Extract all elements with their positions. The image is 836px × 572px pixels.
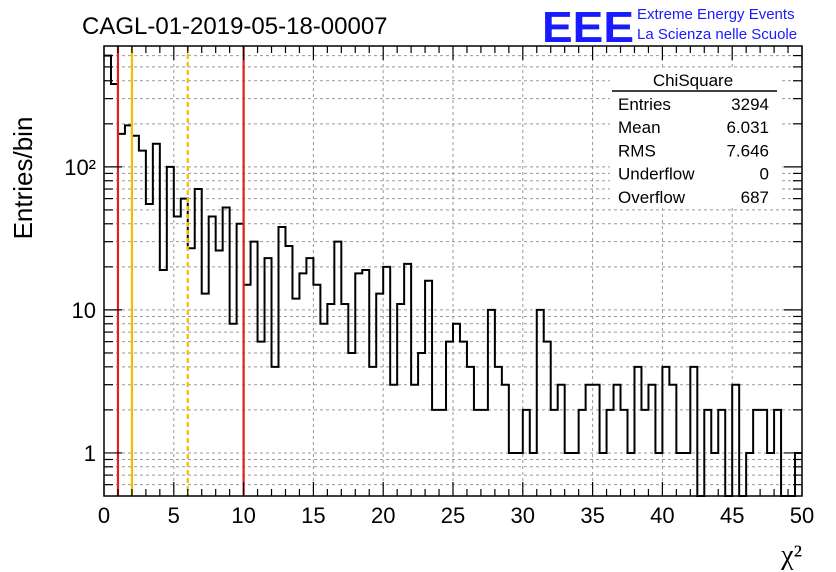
y-tick-label: 1	[84, 441, 96, 466]
x-tick-label: 30	[511, 503, 535, 528]
x-tick-label: 0	[98, 503, 110, 528]
x-tick-label: 20	[371, 503, 395, 528]
x-tick-label: 45	[720, 503, 744, 528]
eee-logo-line1: Extreme Energy Events	[637, 6, 795, 23]
x-tick-labels: 0 5 10 15 20 25 30 35 40 45 50	[98, 503, 814, 528]
histogram-line	[104, 54, 802, 497]
stats-box: ChiSquare Entries 3294 Mean 6.031 RMS 7.646 Un…	[610, 68, 780, 208]
x-tick-label: 40	[650, 503, 674, 528]
stats-row-label: Underflow	[618, 165, 695, 184]
grid	[104, 46, 802, 496]
plot-frame	[103, 45, 803, 497]
y-tick-label: 10	[72, 298, 96, 323]
stats-row-label: RMS	[618, 141, 656, 160]
reference-lines	[116, 46, 245, 496]
y-tick-label: 10²	[64, 155, 96, 180]
stats-box-title: ChiSquare	[653, 71, 733, 90]
stats-box-rows: Entries 3294 Mean 6.031 RMS 7.646 Underflow 0 Ov…	[618, 95, 769, 207]
stats-row-label: Overflow	[618, 188, 686, 207]
stats-row-value: 687	[741, 188, 769, 207]
stats-row-value: 3294	[731, 95, 769, 114]
histogram	[104, 54, 802, 497]
x-tick-label: 10	[231, 503, 255, 528]
eee-logo: EEE Extreme Energy Events La Scienza nel…	[542, 3, 797, 52]
x-tick-label: 25	[441, 503, 465, 528]
x-axis-label: χ²	[780, 540, 802, 571]
x-tick-label: 5	[168, 503, 180, 528]
x-tick-label: 50	[790, 503, 814, 528]
stats-row-value: 0	[760, 165, 769, 184]
x-tick-label: 15	[301, 503, 325, 528]
y-axis-label: Entries/bin	[8, 117, 38, 240]
eee-logo-line2: La Scienza nelle Scuole	[637, 26, 797, 43]
stats-row-value: 6.031	[726, 118, 769, 137]
eee-logo-mark: EEE	[542, 3, 634, 52]
chart-title: CAGL-01-2019-05-18-00007	[82, 13, 388, 40]
stats-row-label: Mean	[618, 118, 661, 137]
x-tick-label: 35	[580, 503, 604, 528]
y-tick-labels: 1 10 10²	[64, 155, 96, 466]
stats-row-label: Entries	[618, 95, 671, 114]
stats-row-value: 7.646	[726, 141, 769, 160]
